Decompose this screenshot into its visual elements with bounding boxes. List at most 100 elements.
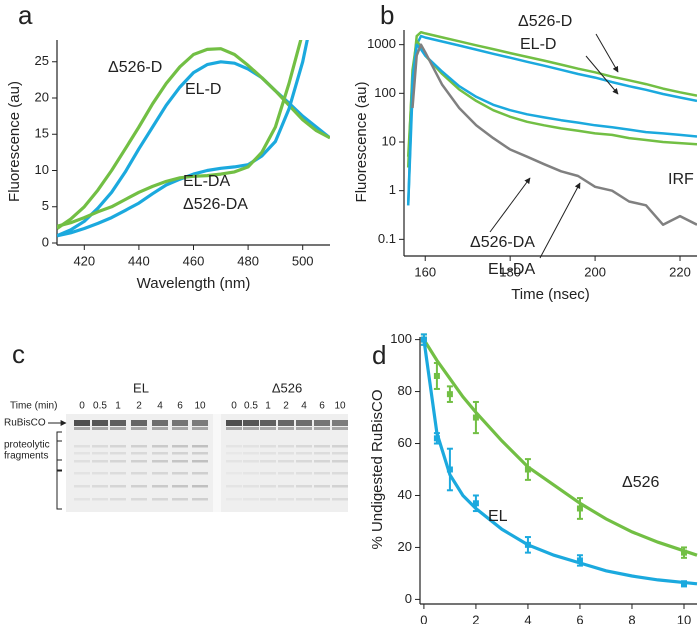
y-tick-label: 20 <box>35 89 49 104</box>
band <box>260 427 276 430</box>
series-label: Δ526-DA <box>470 234 535 251</box>
band <box>296 420 312 426</box>
x-axis-label: Time (nsec) <box>511 286 590 303</box>
band <box>152 427 168 430</box>
band <box>314 498 330 501</box>
band <box>110 452 126 455</box>
bracket <box>56 440 62 461</box>
series-label: Δ526-DA <box>183 196 248 213</box>
band <box>192 427 208 430</box>
band <box>110 472 126 475</box>
arrow <box>595 33 619 73</box>
data-point <box>472 500 479 507</box>
band <box>172 485 188 488</box>
panel-letter: b <box>380 0 394 30</box>
band <box>226 427 242 430</box>
series-label: Δ526-D <box>518 13 572 30</box>
band <box>243 498 259 501</box>
y-tick-label: 0.1 <box>378 231 396 246</box>
band <box>131 472 147 475</box>
band <box>92 420 108 426</box>
band <box>296 445 312 448</box>
band <box>192 460 208 463</box>
series-line <box>406 34 697 206</box>
band <box>243 485 259 488</box>
band <box>192 445 208 448</box>
fit-curve <box>422 339 698 586</box>
band <box>332 445 348 448</box>
y-tick-label: 0 <box>405 591 412 606</box>
band <box>243 452 259 455</box>
series-label: EL-DA <box>488 261 535 278</box>
band <box>74 472 90 475</box>
band <box>260 452 276 455</box>
lane-label: 4 <box>157 401 163 412</box>
lane-label: 1 <box>115 401 121 412</box>
band <box>92 452 108 455</box>
data-point <box>433 435 440 442</box>
band <box>332 498 348 501</box>
band <box>192 420 208 426</box>
band <box>131 498 147 501</box>
band <box>131 460 147 463</box>
plot-area <box>57 40 330 238</box>
series-line <box>406 43 697 206</box>
fragments-label: fragments <box>4 451 48 462</box>
band <box>278 485 294 488</box>
y-tick-label: 40 <box>398 487 412 502</box>
band <box>110 485 126 488</box>
lane-label: 10 <box>334 401 346 412</box>
band <box>332 485 348 488</box>
band <box>226 445 242 448</box>
band <box>226 472 242 475</box>
band <box>152 472 168 475</box>
x-tick-label: 500 <box>292 253 314 268</box>
band <box>296 460 312 463</box>
band <box>314 445 330 448</box>
series-label: Δ526 <box>622 474 659 491</box>
band <box>172 452 188 455</box>
band <box>243 427 259 430</box>
x-tick-label: 6 <box>576 612 583 624</box>
band <box>260 472 276 475</box>
group-label: Δ526 <box>272 380 302 395</box>
panel-letter: c <box>12 339 25 369</box>
lane-label: 6 <box>319 401 325 412</box>
band <box>260 485 276 488</box>
band <box>192 452 208 455</box>
band <box>226 485 242 488</box>
x-tick-label: 0 <box>420 612 427 624</box>
band <box>314 452 330 455</box>
plot-area <box>406 30 697 226</box>
band <box>92 485 108 488</box>
arrow <box>539 182 581 259</box>
y-tick-label: 25 <box>35 53 49 68</box>
band <box>131 452 147 455</box>
x-tick-label: 220 <box>669 264 691 279</box>
data-point <box>446 391 453 398</box>
band <box>74 445 90 448</box>
series-label: EL-D <box>520 36 556 53</box>
gel <box>66 414 348 512</box>
band <box>172 420 188 426</box>
band <box>332 452 348 455</box>
band <box>278 427 294 430</box>
band <box>172 498 188 501</box>
lane-label: 2 <box>283 401 289 412</box>
series-label: IRF <box>668 171 694 188</box>
data-point <box>420 336 427 343</box>
panel-letter: a <box>18 0 33 30</box>
fit-curve <box>422 338 698 557</box>
band <box>278 472 294 475</box>
arrow <box>489 177 531 233</box>
band <box>260 460 276 463</box>
band <box>314 472 330 475</box>
series-line <box>406 30 697 157</box>
fragments-label: proteolytic <box>4 440 50 451</box>
x-tick-label: 460 <box>183 253 205 268</box>
data-point <box>446 466 453 473</box>
band <box>172 460 188 463</box>
band <box>152 445 168 448</box>
lane-label: 0 <box>231 401 237 412</box>
